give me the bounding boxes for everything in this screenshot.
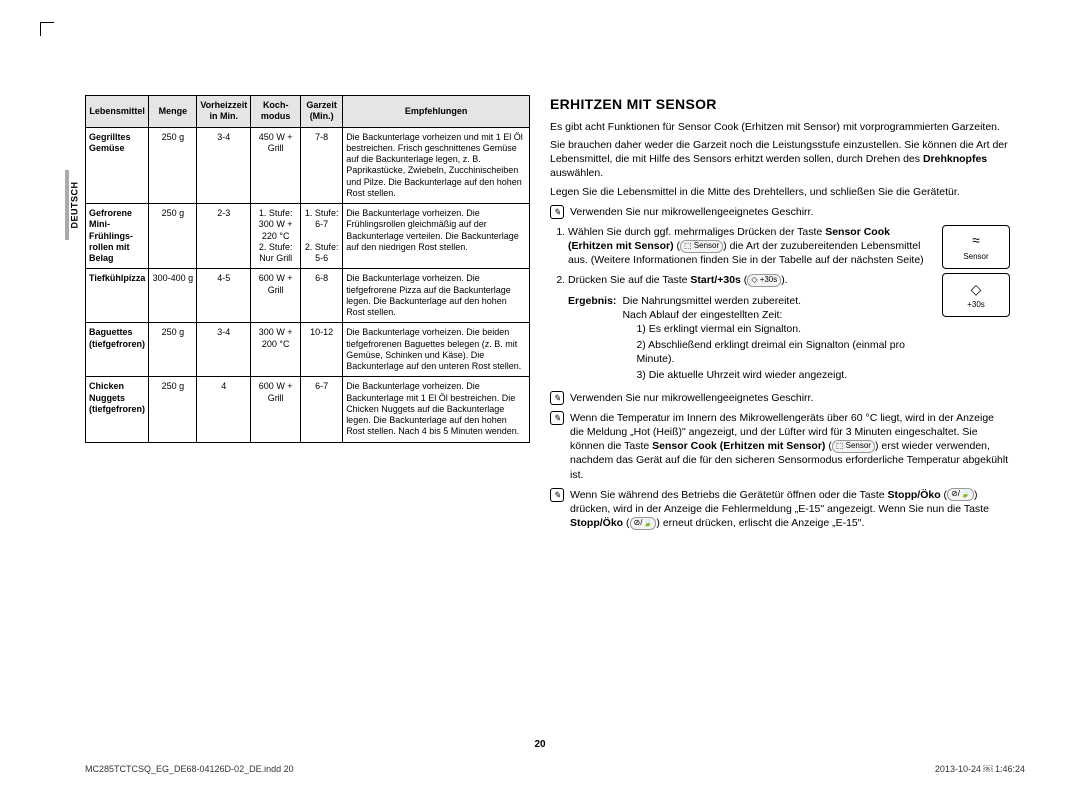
cell-rec: Die Backunterlage vorheizen. Die Backunt… <box>343 377 530 442</box>
cell-food: Baguettes (tiefgefroren) <box>86 323 149 377</box>
cell-qty: 300-400 g <box>149 269 197 323</box>
cell-rec: Die Backunterlage vorheizen. Die tiefgef… <box>343 269 530 323</box>
note-icon: ✎ <box>550 488 564 502</box>
cell-food: Gegrilltes Gemüse <box>86 127 149 204</box>
note-text: Verwenden Sie nur mikrowellengeeignetes … <box>570 205 813 219</box>
cell-time: 7-8 <box>301 127 343 204</box>
cell-mode: 600 W + Grill <box>251 377 301 442</box>
table-row: Gegrilltes Gemüse250 g3-4450 W + Grill7-… <box>86 127 530 204</box>
cell-mode: 450 W + Grill <box>251 127 301 204</box>
cell-qty: 250 g <box>149 377 197 442</box>
note-icon: ✎ <box>550 205 564 219</box>
cell-mode: 1. Stufe: 300 W + 220 °C 2. Stufe: Nur G… <box>251 204 301 269</box>
cell-rec: Die Backunterlage vorheizen. Die beiden … <box>343 323 530 377</box>
cell-qty: 250 g <box>149 323 197 377</box>
cell-time: 1. Stufe: 6-7 2. Stufe: 5-6 <box>301 204 343 269</box>
sensor-button-icon: ≈Sensor <box>942 225 1010 269</box>
step: ≈SensorWählen Sie durch ggf. mehrmaliges… <box>568 225 1010 268</box>
language-tab: DEUTSCH <box>65 170 83 240</box>
cell-rec: Die Backunterlage vorheizen. Die Frühlin… <box>343 204 530 269</box>
column-header: Vorheizzeit in Min. <box>197 96 251 128</box>
result-label: Ergebnis: <box>568 294 616 385</box>
footer-timestamp: 2013-10-24 ￼ 1:46:24 <box>935 764 1025 774</box>
language-label: DEUTSCH <box>69 181 79 228</box>
note-text: Verwenden Sie nur mikrowellengeeignetes … <box>570 391 813 405</box>
result-block: Ergebnis: Die Nahrungsmittel werden zube… <box>550 294 1010 385</box>
section-heading: ERHITZEN MIT SENSOR <box>550 95 1010 114</box>
cell-time: 10-12 <box>301 323 343 377</box>
result-body: Die Nahrungsmittel werden zubereitet. Na… <box>622 294 934 385</box>
column-header: Koch­modus <box>251 96 301 128</box>
column-header: Empfehlungen <box>343 96 530 128</box>
note-b: ✎ Verwenden Sie nur mikrowellengeeignete… <box>550 391 1010 405</box>
cell-time: 6-8 <box>301 269 343 323</box>
table-row: Baguettes (tiefgefroren)250 g3-4300 W + … <box>86 323 530 377</box>
cell-time: 6-7 <box>301 377 343 442</box>
table-row: Tiefkühlpizza300-400 g4-5600 W + Grill6-… <box>86 269 530 323</box>
note-icon: ✎ <box>550 391 564 405</box>
column-header: Lebens­mittel <box>86 96 149 128</box>
footer-file: MC285TCTCSQ_EG_DE68-04126D-02_DE.indd 20 <box>85 764 294 774</box>
start-button-icon: ◇+30s <box>942 273 1010 317</box>
cell-food: Gefrorene Mini-Frühlings­rollen mit Bela… <box>86 204 149 269</box>
cooking-table-section: Lebens­mittelMengeVorheizzeit in Min.Koc… <box>85 95 530 715</box>
cell-food: Tiefkühlpizza <box>86 269 149 323</box>
cell-qty: 250 g <box>149 127 197 204</box>
cell-preheat: 3-4 <box>197 127 251 204</box>
page-number: 20 <box>0 739 1080 750</box>
cell-preheat: 2-3 <box>197 204 251 269</box>
cell-preheat: 4 <box>197 377 251 442</box>
page-body: Lebens­mittelMengeVorheizzeit in Min.Koc… <box>85 95 1025 715</box>
cell-rec: Die Backunterlage vorheizen und mit 1 El… <box>343 127 530 204</box>
note-c: ✎ Wenn die Temperatur im Innern des Mikr… <box>550 411 1010 482</box>
crop-mark <box>40 22 54 36</box>
column-header: Garzeit (Min.) <box>301 96 343 128</box>
sensor-section: ERHITZEN MIT SENSOR Es gibt acht Funktio… <box>550 95 1010 715</box>
note-text: Wenn die Temperatur im Innern des Mikrow… <box>570 411 1010 482</box>
table-row: Gefrorene Mini-Frühlings­rollen mit Bela… <box>86 204 530 269</box>
cell-preheat: 3-4 <box>197 323 251 377</box>
table-row: Chicken Nuggets (tiefgefroren)250 g4600 … <box>86 377 530 442</box>
cell-mode: 600 W + Grill <box>251 269 301 323</box>
intro-text: Es gibt acht Funktionen für Sensor Cook … <box>550 120 1010 199</box>
cell-preheat: 4-5 <box>197 269 251 323</box>
column-header: Menge <box>149 96 197 128</box>
note-text: Wenn Sie während des Betriebs die Geräte… <box>570 488 1010 531</box>
cell-mode: 300 W + 200 °C <box>251 323 301 377</box>
step: ◇+30sDrücken Sie auf die Taste Start/+30… <box>568 273 1010 287</box>
note-d: ✎ Wenn Sie während des Betriebs die Gerä… <box>550 488 1010 531</box>
note-icon: ✎ <box>550 411 564 425</box>
cell-food: Chicken Nuggets (tiefgefroren) <box>86 377 149 442</box>
footer: MC285TCTCSQ_EG_DE68-04126D-02_DE.indd 20… <box>85 764 1025 774</box>
cooking-table: Lebens­mittelMengeVorheizzeit in Min.Koc… <box>85 95 530 443</box>
cell-qty: 250 g <box>149 204 197 269</box>
steps-list: ≈SensorWählen Sie durch ggf. mehrmaliges… <box>550 225 1010 288</box>
note-a: ✎ Verwenden Sie nur mikrowellengeeignete… <box>550 205 1010 219</box>
